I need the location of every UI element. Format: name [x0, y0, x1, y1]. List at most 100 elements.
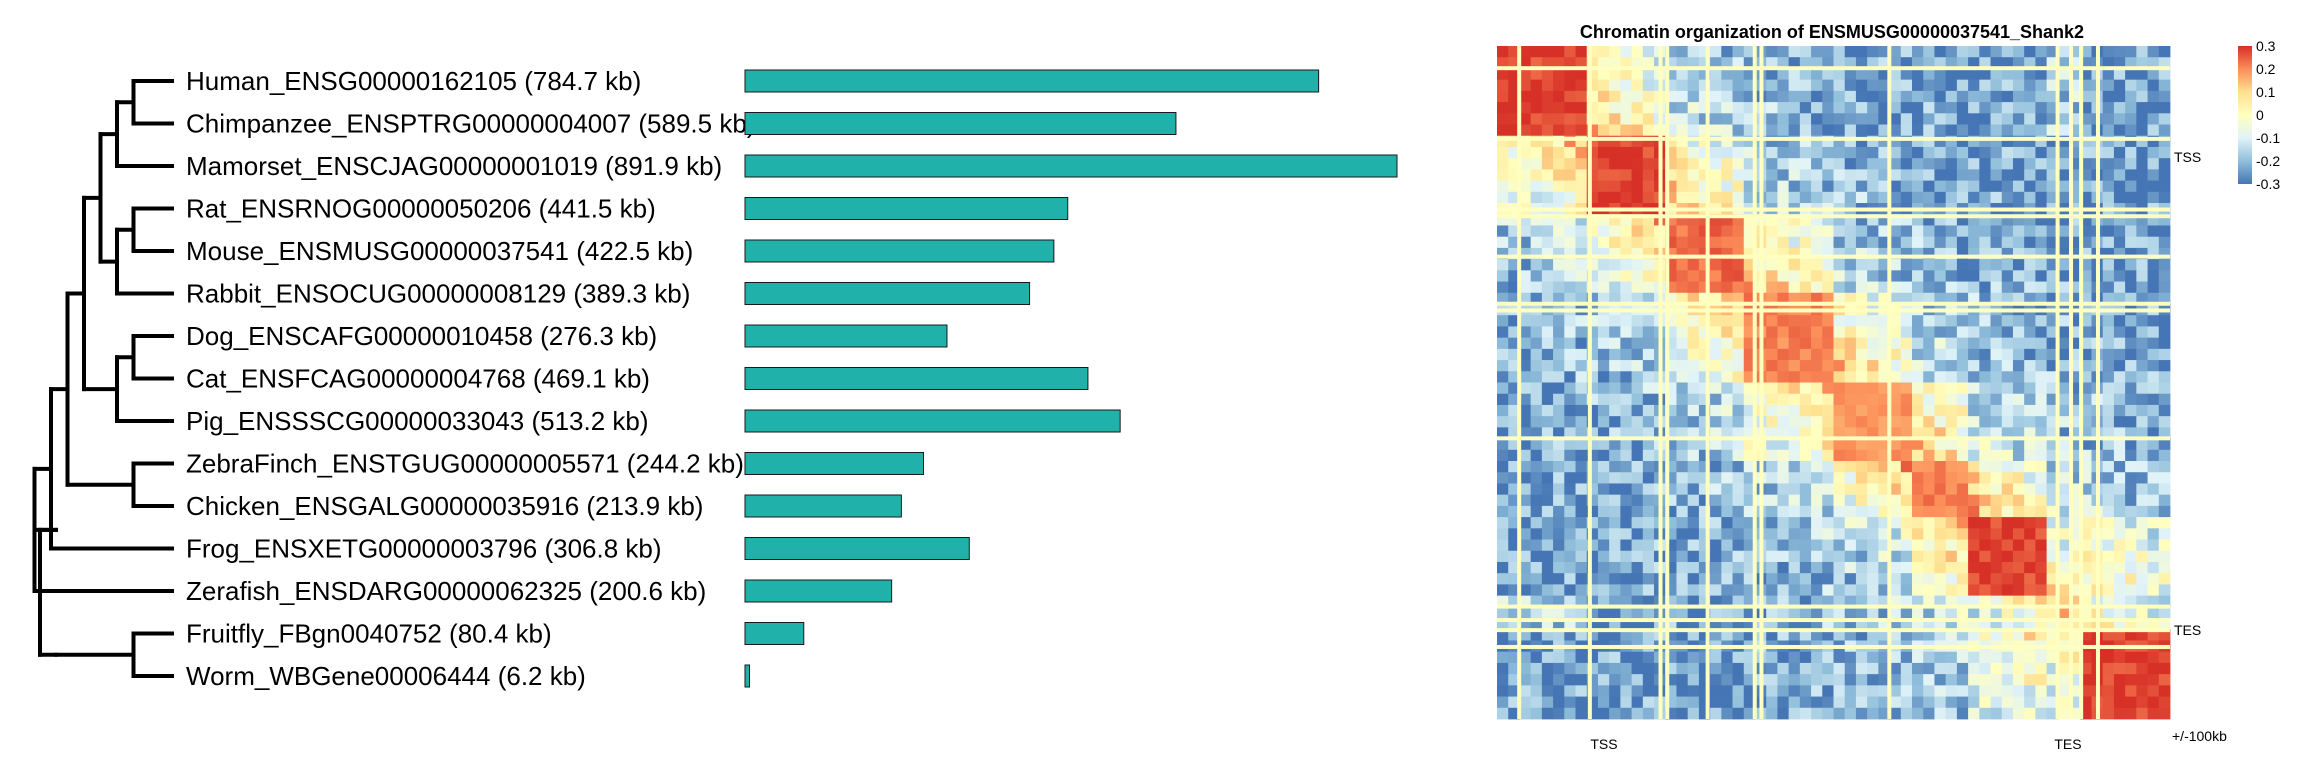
heatmap-cell	[1811, 606, 1823, 619]
heatmap-cell	[1620, 472, 1632, 484]
heatmap-cell	[2113, 315, 2126, 327]
heatmap-cell	[1575, 259, 1588, 271]
heatmap-cell	[1968, 135, 1980, 148]
heatmap-cell	[1586, 326, 1599, 339]
heatmap-cell	[1721, 685, 1733, 697]
heatmap-cell	[2147, 550, 2160, 563]
heatmap-cell	[1956, 337, 1969, 350]
heatmap-cell	[1968, 68, 1980, 81]
heatmap-cell	[1777, 113, 1790, 125]
heatmap-cell	[1676, 393, 1689, 406]
heatmap-cell	[1530, 494, 1543, 507]
heatmap-cell	[1743, 606, 1756, 619]
heatmap-cell	[1945, 337, 1958, 350]
heatmap-cell	[2024, 337, 2036, 350]
heatmap-cell	[1878, 696, 1890, 709]
heatmap-cell	[1833, 57, 1846, 69]
heatmap-cell	[1799, 281, 1812, 294]
heatmap-cell	[2147, 236, 2160, 249]
heatmap-cell	[1889, 662, 1902, 675]
heatmap-cell	[1586, 135, 1599, 148]
heatmap-cell	[1743, 158, 1756, 170]
heatmap-cell	[1844, 629, 1857, 641]
heatmap-cell	[2046, 57, 2059, 69]
gene-length-bar	[744, 324, 948, 348]
heatmap-cell	[2113, 674, 2126, 686]
heatmap-cell	[1530, 124, 1543, 137]
heatmap-blank-column	[1517, 46, 1522, 719]
heatmap-cell	[1889, 315, 1902, 327]
heatmap-cell	[1855, 461, 1868, 473]
heatmap-cell	[2158, 662, 2171, 675]
heatmap-cell	[1609, 483, 1621, 496]
heatmap-cell	[1979, 247, 1991, 260]
heatmap-cell	[1620, 337, 1632, 350]
heatmap-cell	[1575, 685, 1588, 697]
heatmap-cell	[2147, 416, 2160, 428]
heatmap-cell	[2024, 270, 2036, 282]
heatmap-cell	[1732, 57, 1745, 69]
heatmap-cell	[1710, 438, 1722, 451]
heatmap-cell	[1912, 236, 1924, 249]
heatmap-blank-row	[1497, 207, 2170, 212]
heatmap-cell	[1934, 214, 1947, 226]
heatmap-cell	[1642, 707, 1655, 720]
heatmap-cell	[1777, 393, 1790, 406]
heatmap-cell	[2057, 449, 2070, 462]
heatmap-cell	[2158, 371, 2171, 383]
heatmap-cell	[2102, 225, 2115, 238]
heatmap-cell	[1979, 461, 1991, 473]
heatmap-cell	[1553, 393, 1565, 406]
heatmap-cell	[1698, 505, 1711, 518]
heatmap-cell	[2012, 595, 2025, 608]
heatmap-cell	[1867, 326, 1879, 339]
heatmap-cell	[1766, 180, 1778, 193]
heatmap-cell	[1822, 685, 1834, 697]
heatmap-cell	[1519, 146, 1532, 159]
heatmap-cell	[1687, 427, 1700, 439]
heatmap-cell	[1631, 404, 1644, 417]
heatmap-cell	[1912, 584, 1924, 597]
heatmap-cell	[2046, 404, 2059, 417]
heatmap-cell	[1990, 427, 2003, 439]
heatmap-cell	[1710, 68, 1722, 81]
heatmap-cell	[2046, 46, 2059, 58]
heatmap-cell	[1766, 337, 1778, 350]
heatmap-cell	[1934, 348, 1947, 361]
heatmap-cell	[1743, 651, 1756, 664]
heatmap-cell	[1586, 158, 1599, 170]
heatmap-cell	[1822, 494, 1834, 507]
heatmap-blank-row	[1497, 604, 2170, 609]
heatmap-cell	[1586, 427, 1599, 439]
heatmap-cell	[1979, 539, 1991, 552]
heatmap-cell	[1833, 90, 1846, 103]
heatmap-cell	[1777, 438, 1790, 451]
heatmap-cell	[1631, 438, 1644, 451]
heatmap-cell	[1844, 337, 1857, 350]
heatmap-cell	[1811, 57, 1823, 69]
heatmap-cell	[1642, 505, 1655, 518]
heatmap-cell	[1923, 606, 1935, 619]
heatmap-cell	[2136, 169, 2148, 181]
heatmap-cell	[1788, 337, 1801, 350]
heatmap-cell	[1855, 539, 1868, 552]
heatmap-cell	[1945, 281, 1958, 294]
heatmap-cell	[1541, 438, 1554, 451]
heatmap-cell	[1530, 90, 1543, 103]
heatmap-cell	[1732, 629, 1745, 641]
heatmap-cell	[1732, 651, 1745, 664]
heatmap-cell	[1710, 57, 1722, 69]
heatmap-cell	[1867, 685, 1879, 697]
heatmap-cell	[1766, 68, 1778, 81]
heatmap-cell	[1844, 348, 1857, 361]
heatmap-cell	[1844, 57, 1857, 69]
heatmap-cell	[1844, 662, 1857, 675]
heatmap-cell	[1766, 505, 1778, 518]
heatmap-bottom-label-tes: TES	[2054, 736, 2081, 752]
heatmap-cell	[1710, 449, 1722, 462]
heatmap-cell	[1878, 337, 1890, 350]
heatmap-cell	[1878, 573, 1890, 585]
heatmap-cell	[1878, 438, 1890, 451]
heatmap-cell	[1631, 461, 1644, 473]
heatmap-cell	[1945, 79, 1958, 92]
